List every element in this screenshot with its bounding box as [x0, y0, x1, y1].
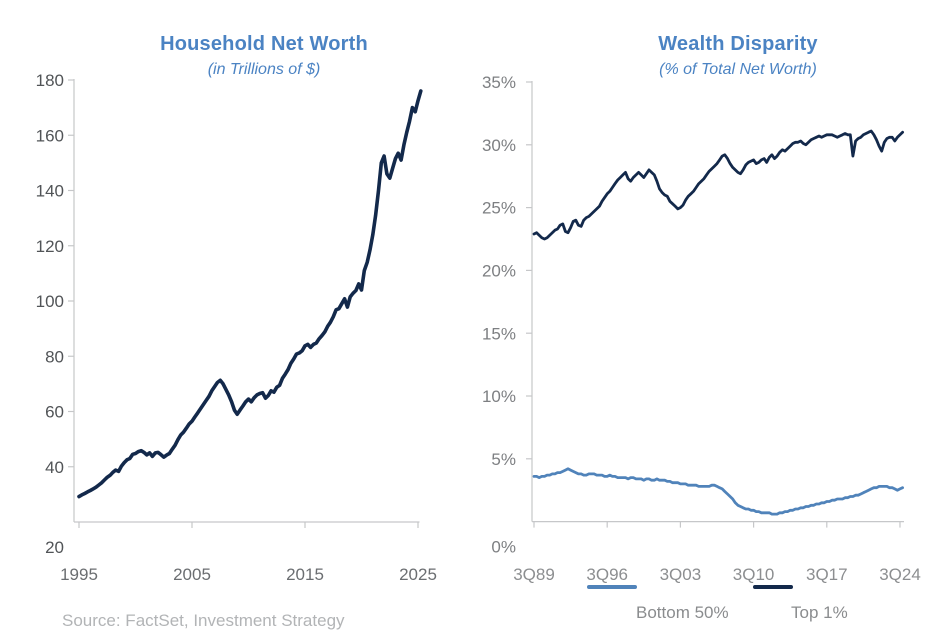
right-chart-title: Wealth Disparity: [658, 33, 818, 55]
left-y-tick-label: 80: [45, 347, 64, 366]
household-net-worth-line: [77, 89, 423, 499]
right-y-tick-label: 0%: [491, 538, 516, 557]
left-chart-subtitle: (in Trillions of $): [207, 61, 321, 78]
left-y-tick-label: 60: [45, 403, 64, 422]
left-x-tick-label: 2015: [286, 565, 324, 584]
bottom-50-line: [532, 467, 904, 516]
left-y-tick-label: 100: [36, 292, 64, 311]
right-y-tick-label: 35%: [482, 73, 516, 92]
left-chart-title: Household Net Worth: [160, 33, 368, 55]
left-x-tick-label: 2025: [399, 565, 437, 584]
right-x-tick-label: 3Q03: [660, 565, 702, 584]
right-chart-header: Wealth Disparity (% of Total Net Worth): [538, 33, 938, 79]
right-x-tick-label: 3Q10: [733, 565, 775, 584]
right-x-tick-label: 3Q96: [586, 565, 628, 584]
left-y-tick-label: 160: [36, 126, 64, 145]
right-y-tick-label: 15%: [482, 324, 516, 343]
right-y-tick-label: 10%: [482, 387, 516, 406]
right-x-tick-label: 3Q17: [806, 565, 848, 584]
legend-swatch-top-1: [753, 585, 793, 589]
left-y-tick-label: 20: [45, 538, 64, 557]
top-1-line: [532, 129, 904, 241]
left-x-tick-label: 1995: [60, 565, 98, 584]
left-y-tick-label: 120: [36, 237, 64, 256]
legend-label-top-1: Top 1%: [791, 603, 848, 622]
right-x-tick-label: 3Q89: [513, 565, 555, 584]
legend-swatch-bottom-50: [587, 585, 637, 589]
legend-label-bottom-50: Bottom 50%: [636, 603, 729, 622]
right-x-tick-label: 3Q24: [879, 565, 921, 584]
right-y-tick-label: 25%: [482, 199, 516, 218]
left-y-tick-label: 40: [45, 458, 64, 477]
left-chart-header: Household Net Worth (in Trillions of $): [74, 33, 454, 79]
right-y-tick-label: 30%: [482, 136, 516, 155]
right-y-tick-label: 5%: [491, 450, 516, 469]
right-y-tick-label: 20%: [482, 262, 516, 281]
left-y-tick-label: 140: [36, 182, 64, 201]
source-note: Source: FactSet, Investment Strategy: [62, 611, 345, 630]
left-x-tick-label: 2005: [173, 565, 211, 584]
left-y-tick-label: 180: [36, 71, 64, 90]
right-chart-subtitle: (% of Total Net Worth): [659, 61, 817, 78]
